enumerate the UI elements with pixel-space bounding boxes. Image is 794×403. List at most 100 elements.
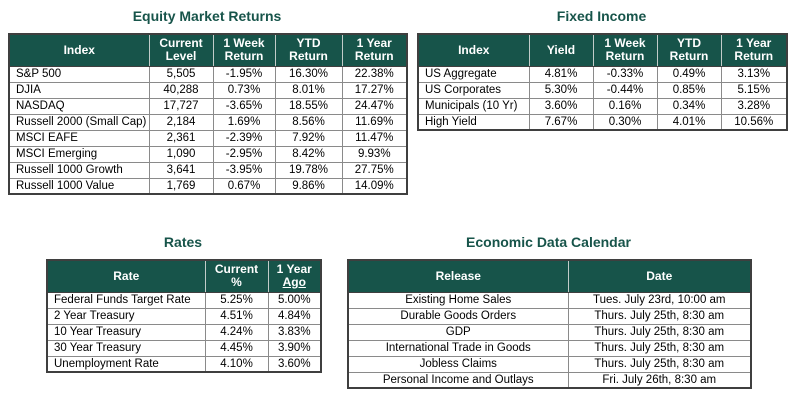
table-row: 2 Year Treasury 4.51% 4.84% [46,307,322,325]
row-label-cell: Russell 1000 Growth [8,161,150,179]
header-row: Index Yield 1 Week Return YTD Return 1 Year Ret… [418,34,788,67]
value-cell: -2.39% [212,129,276,147]
row-label-cell: 10 Year Treasury [46,323,206,341]
economic-data-calendar-title: Economic Data Calendar [466,234,631,250]
economic-data-calendar-body: Existing Home Sales Tues. July 23rd, 10:0… [347,291,752,389]
value-cell: 3.13% [720,65,788,83]
table-row: Russell 2000 (Small Cap) 2,184 1.69% 8.56% 1… [8,113,408,131]
value-cell: 5,505 [148,65,214,83]
value-cell: 8.42% [274,145,343,163]
row-label-cell: MSCI Emerging [8,145,150,163]
economic-data-calendar-section: Economic Data Calendar Release Date Exist… [347,234,752,389]
column-header-index: Index [9,34,150,67]
table-row: S&P 500 5,505 -1.95% 16.30% 22.38% [8,65,408,83]
value-cell: 3.90% [267,339,322,357]
value-cell: 4.81% [528,65,594,83]
value-cell: Fri. July 26th, 8:30 am [567,371,752,389]
value-cell: 14.09% [341,177,408,195]
value-cell: -3.65% [212,97,276,115]
row-label-cell: International Trade in Goods [347,339,569,357]
value-cell: 3.83% [267,323,322,341]
economic-data-calendar-header: Release Date [348,260,752,293]
column-header-release: Release [348,260,569,293]
equity-market-returns-section: Equity Market Returns Index Current Level 1… [8,8,408,195]
row-label-cell: Unemployment Rate [46,355,206,373]
value-cell: 17.27% [341,81,408,99]
table-row: 10 Year Treasury 4.24% 3.83% [46,323,322,341]
value-cell: 0.67% [212,177,276,195]
table-row: NASDAQ 17,727 -3.65% 18.55% 24.47% [8,97,408,115]
column-header-1-year-return: 1 Year Return [721,34,788,67]
column-header-ytd-return: YTD Return [275,34,343,67]
header-row: Index Current Level 1 Week Return YTD Return 1 … [9,34,408,67]
row-label-cell: DJIA [8,81,150,99]
value-cell: 9.93% [341,145,408,163]
table-row: International Trade in Goods Thurs. July … [347,339,752,357]
equity-table-header: Index Current Level 1 Week Return YTD Return 1 … [9,34,408,67]
column-header-current-level: Current Level [149,34,214,67]
column-header-1-week-return: 1 Week Return [213,34,276,67]
value-cell: 0.34% [656,97,722,115]
row-label-cell: Personal Income and Outlays [347,371,569,389]
value-cell: 2,361 [148,129,214,147]
value-cell: 4.84% [267,307,322,325]
row-label-cell: GDP [347,323,569,341]
column-header-rate: Rate [47,260,206,293]
value-cell: 9.86% [274,177,343,195]
column-header-1-year-ago: 1 Year Ago [268,260,322,293]
table-row: US Aggregate 4.81% -0.33% 0.49% 3.13% [417,65,788,83]
value-cell: -0.33% [592,65,658,83]
row-label-cell: 30 Year Treasury [46,339,206,357]
value-cell: 17,727 [148,97,214,115]
table-row: Durable Goods Orders Thurs. July 25th, 8:… [347,307,752,325]
value-cell: -2.95% [212,145,276,163]
value-cell: 0.16% [592,97,658,115]
equity-table-body: S&P 500 5,505 -1.95% 16.30% 22.38% DJIA 40,288… [8,65,408,195]
equity-table-title: Equity Market Returns [132,8,282,24]
table-row: GDP Thurs. July 25th, 8:30 am [347,323,752,341]
value-cell: 4.51% [204,307,269,325]
table-row: High Yield 7.67% 0.30% 4.01% 10.56% [417,113,788,131]
value-cell: 24.47% [341,97,408,115]
header-row: Rate Current% 1 Year Ago [47,260,322,293]
value-cell: -3.95% [212,161,276,179]
value-cell: 40,288 [148,81,214,99]
value-cell: 0.73% [212,81,276,99]
value-cell: 8.56% [274,113,343,131]
header-row: Release Date [348,260,752,293]
table-row: 30 Year Treasury 4.45% 3.90% [46,339,322,357]
table-row: Federal Funds Target Rate 5.25% 5.00% [46,291,322,309]
value-cell: -1.95% [212,65,276,83]
row-label-cell: High Yield [417,113,530,131]
value-cell: 5.30% [528,81,594,99]
row-label-cell: NASDAQ [8,97,150,115]
column-header-1-week-return: 1 Week Return [593,34,658,67]
fixed-income-table-body: US Aggregate 4.81% -0.33% 0.49% 3.13% US Corp… [417,65,788,131]
table-row: US Corporates 5.30% -0.44% 0.85% 5.15% [417,81,788,99]
row-label-cell: MSCI EAFE [8,129,150,147]
column-header-index: Index [418,34,530,67]
value-cell: 5.00% [267,291,322,309]
fixed-income-table-header: Index Yield 1 Week Return YTD Return 1 Year Ret… [418,34,788,67]
value-cell: 27.75% [341,161,408,179]
value-cell: 11.69% [341,113,408,131]
value-cell: 1.69% [212,113,276,131]
value-cell: 1,090 [148,145,214,163]
economic-data-calendar-table: Release Date Existing Home Sales Tues. Jul… [347,259,752,389]
value-cell: 7.67% [528,113,594,131]
column-header-current: Current% [205,260,269,293]
column-header-1-year-return: 1 Year Return [342,34,408,67]
value-cell: 2,184 [148,113,214,131]
row-label-cell: S&P 500 [8,65,150,83]
value-cell: 19.78% [274,161,343,179]
table-row: Existing Home Sales Tues. July 23rd, 10:0… [347,291,752,309]
equity-market-returns-table: Index Current Level 1 Week Return YTD Return 1 … [8,33,408,195]
column-header-ytd-return: YTD Return [657,34,722,67]
row-label-cell: Durable Goods Orders [347,307,569,325]
value-cell: Thurs. July 25th, 8:30 am [567,339,752,357]
value-cell: 4.45% [204,339,269,357]
fixed-income-table-title: Fixed Income [556,8,647,24]
value-cell: Thurs. July 25th, 8:30 am [567,355,752,373]
rates-table-header: Rate Current% 1 Year Ago [47,260,322,293]
